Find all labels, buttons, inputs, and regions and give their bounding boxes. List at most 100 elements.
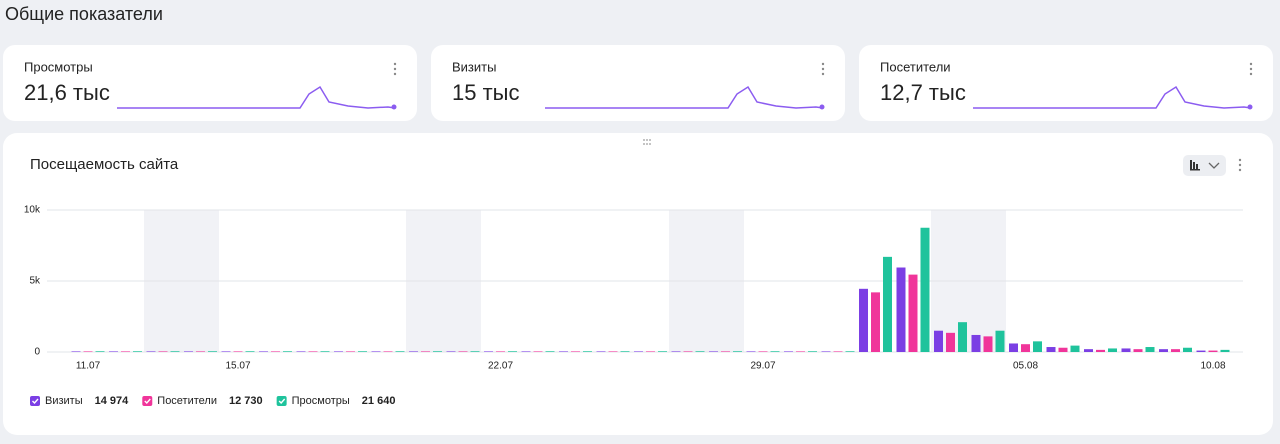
- bar: [671, 351, 681, 352]
- x-tick-label: 22.07: [488, 361, 513, 372]
- bar: [634, 351, 643, 352]
- legend-check: [144, 398, 151, 405]
- card-menu[interactable]: [821, 62, 825, 76]
- bar: [721, 351, 730, 352]
- bar: [458, 351, 468, 352]
- sparkline: [973, 85, 1252, 109]
- legend-item[interactable]: Посетители 12 730: [142, 395, 263, 407]
- x-tick-label: 05.08: [1013, 361, 1038, 372]
- bar: [170, 351, 180, 352]
- bar: [184, 351, 193, 352]
- x-tick-label: 29.07: [750, 361, 775, 372]
- legend-name: Просмотры: [292, 395, 350, 407]
- bar: [1033, 341, 1042, 352]
- bar: [1220, 349, 1230, 352]
- drag-handle[interactable]: [643, 139, 651, 145]
- bar: [95, 351, 105, 352]
- bar: [946, 332, 955, 352]
- bar: [158, 351, 168, 352]
- legend-item[interactable]: Просмотры 21 640: [276, 395, 396, 407]
- bar: [733, 351, 742, 352]
- bar: [1108, 348, 1117, 352]
- menu-dot: [1249, 67, 1253, 71]
- bar: [871, 292, 880, 352]
- section-title: Общие показатели: [5, 4, 163, 24]
- legend-checkbox: [142, 396, 153, 406]
- legend-checkbox: [276, 396, 287, 406]
- chart-panel: [3, 133, 1273, 435]
- bar: [508, 351, 517, 352]
- bar: [971, 334, 981, 352]
- bar: [808, 351, 817, 352]
- bar: [1084, 349, 1093, 352]
- legend-check: [278, 398, 286, 405]
- bar: [920, 227, 930, 352]
- sparkline: [117, 85, 396, 109]
- bar: [421, 351, 430, 352]
- bar: [83, 351, 93, 352]
- sparkline-dot: [391, 104, 397, 110]
- metric-label: Просмотры: [24, 59, 93, 74]
- bar: [770, 351, 780, 352]
- legend-name: Визиты: [45, 395, 83, 407]
- legend-total: 21 640: [362, 395, 396, 407]
- bar: [934, 330, 943, 352]
- bar: [1046, 347, 1056, 352]
- metric-label: Визиты: [452, 59, 496, 74]
- card-menu[interactable]: [393, 62, 397, 76]
- menu-dot: [393, 67, 397, 71]
- bar: [470, 351, 480, 352]
- sparkline-dot: [1247, 104, 1253, 110]
- metric-card: [859, 45, 1273, 121]
- bar: [395, 351, 405, 352]
- menu-dot: [1249, 72, 1253, 76]
- bar: [409, 351, 418, 352]
- bar: [1171, 349, 1180, 352]
- menu-dot: [393, 72, 397, 76]
- bar: [1070, 345, 1080, 352]
- bar: [271, 351, 280, 352]
- card-menu[interactable]: [1249, 62, 1253, 76]
- menu-dot: [821, 72, 825, 76]
- bar: [545, 351, 555, 352]
- sparkline-dot: [819, 104, 825, 110]
- bar: [334, 351, 343, 352]
- bar: [1159, 349, 1168, 352]
- menu-dot: [821, 62, 825, 66]
- x-tick-label: 10.08: [1200, 361, 1225, 372]
- bar: [596, 351, 606, 352]
- bar: [883, 256, 892, 352]
- chart-type-button[interactable]: [1183, 155, 1226, 176]
- metric-value: 21,6 тыс: [24, 80, 110, 105]
- y-tick-label: 0: [34, 347, 40, 358]
- bar: [833, 351, 843, 352]
- bar: [371, 351, 381, 352]
- bar: [283, 351, 292, 352]
- bar: [1133, 349, 1143, 352]
- bar: [358, 351, 367, 352]
- bar: [695, 351, 705, 352]
- x-tick-label: 15.07: [225, 361, 250, 372]
- bar: [121, 351, 130, 352]
- bar: [658, 351, 667, 352]
- bar: [709, 351, 718, 352]
- legend-item[interactable]: Визиты 14 974: [30, 395, 129, 407]
- chart-menu[interactable]: [1238, 158, 1242, 172]
- metric-label: Посетители: [880, 59, 951, 74]
- bar: [521, 351, 531, 352]
- bar: [1196, 350, 1206, 352]
- bar: [446, 351, 456, 352]
- x-tick-label: 11.07: [76, 361, 101, 372]
- bar: [245, 351, 255, 352]
- legend-total: 14 974: [95, 395, 130, 407]
- bar: [859, 288, 868, 352]
- bar: [995, 330, 1005, 352]
- bar: [296, 351, 306, 352]
- bar: [208, 351, 217, 352]
- bar: [983, 336, 993, 352]
- legend-checkbox: [30, 396, 40, 406]
- bar: [845, 351, 855, 352]
- bar: [620, 351, 630, 352]
